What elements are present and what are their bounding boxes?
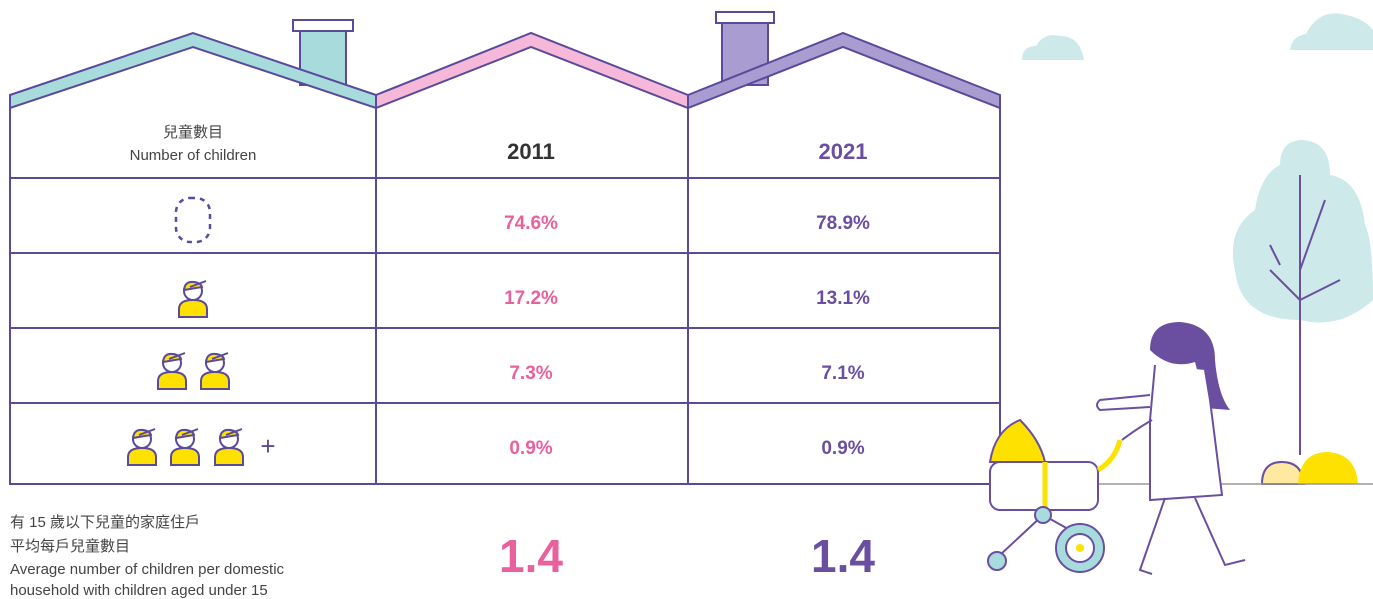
avg-value: 1.4 (811, 530, 875, 582)
year: 2021 (819, 139, 868, 164)
avg-label: Average number of children per domestic (10, 561, 285, 578)
header-label-en: Number of children (130, 147, 257, 164)
percentage: 7.1% (821, 363, 864, 384)
house (10, 12, 1000, 484)
plus-sign: + (260, 431, 275, 461)
avg-label: household with children aged under 15 (10, 582, 268, 599)
percentage: 7.3% (509, 363, 552, 384)
avg-label: 平均每戶兒童數目 (10, 537, 130, 555)
avg-label: 有 15 歲以下兒童的家庭住戶 (10, 513, 200, 531)
percentage: 74.6% (504, 213, 558, 234)
percentage: 78.9% (816, 213, 870, 234)
percentage: 0.9% (509, 438, 552, 459)
avg-value: 1.4 (499, 530, 563, 582)
decoration (988, 13, 1373, 574)
percentage: 13.1% (816, 288, 870, 309)
year: 2011 (507, 139, 555, 164)
percentage: 0.9% (821, 438, 864, 459)
header-label-zh: 兒童數目 (163, 123, 223, 141)
icons (128, 198, 243, 465)
infographic: 兒童數目 Number of children 2011 2021 + 74.6… (0, 0, 1373, 599)
percentage: 17.2% (504, 288, 558, 309)
